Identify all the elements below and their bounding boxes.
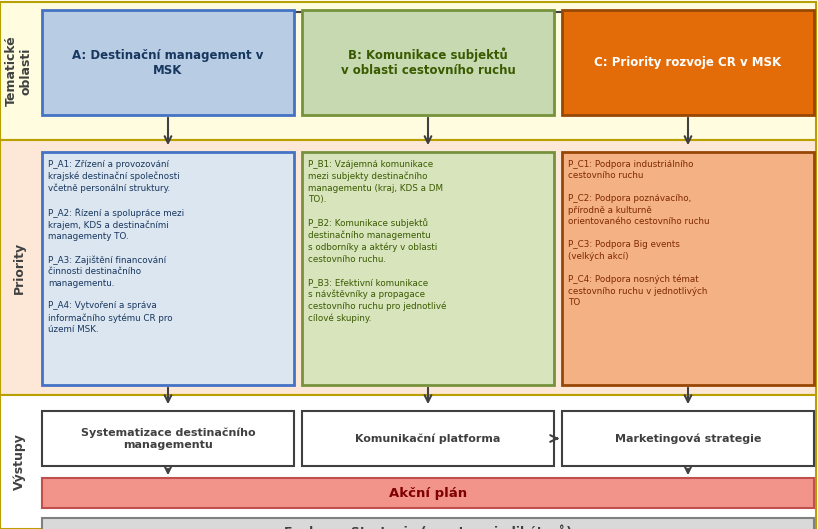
Bar bbox=[42, 152, 294, 385]
Bar bbox=[42, 10, 294, 115]
Text: A: Destinační management v
MSK: A: Destinační management v MSK bbox=[72, 49, 263, 77]
Bar bbox=[302, 10, 554, 115]
Text: Evaluace Strategie (soustava indikátorů): Evaluace Strategie (soustava indikátorů) bbox=[284, 525, 572, 529]
Text: Systematizace destinačního
managementu: Systematizace destinačního managementu bbox=[81, 427, 255, 450]
Text: C: Priority rozvoje CR v MSK: C: Priority rozvoje CR v MSK bbox=[595, 56, 781, 69]
Bar bbox=[562, 152, 814, 385]
Bar bbox=[302, 411, 554, 466]
Text: Tematické
oblasti: Tematické oblasti bbox=[5, 35, 33, 106]
Text: Výstupy: Výstupy bbox=[12, 434, 25, 490]
Text: P_A1: Zřízení a provozování
krajské destinační společnosti
včetně personální str: P_A1: Zřízení a provozování krajské dest… bbox=[48, 160, 184, 334]
Bar bbox=[302, 152, 554, 385]
Bar bbox=[562, 10, 814, 115]
Bar bbox=[0, 395, 816, 529]
Bar bbox=[562, 411, 814, 466]
Text: Komunikační platforma: Komunikační platforma bbox=[355, 433, 501, 444]
Bar bbox=[42, 478, 814, 508]
Bar bbox=[0, 140, 816, 395]
Text: Marketingová strategie: Marketingová strategie bbox=[615, 433, 762, 444]
Text: Priority: Priority bbox=[12, 241, 25, 294]
Text: P_B1: Vzájemná komunikace
mezi subjekty destinačního
managementu (kraj, KDS a DM: P_B1: Vzájemná komunikace mezi subjekty … bbox=[308, 160, 447, 323]
Bar bbox=[0, 2, 816, 140]
Text: B: Komunikace subjektů
v oblasti cestovního ruchu: B: Komunikace subjektů v oblasti cestovn… bbox=[340, 48, 515, 77]
Text: P_C1: Podpora industriálního
cestovního ruchu

P_C2: Podpora poznávacího,
přírod: P_C1: Podpora industriálního cestovního … bbox=[568, 160, 709, 307]
Bar bbox=[42, 411, 294, 466]
Bar bbox=[42, 518, 814, 529]
Text: Akční plán: Akční plán bbox=[389, 487, 467, 499]
